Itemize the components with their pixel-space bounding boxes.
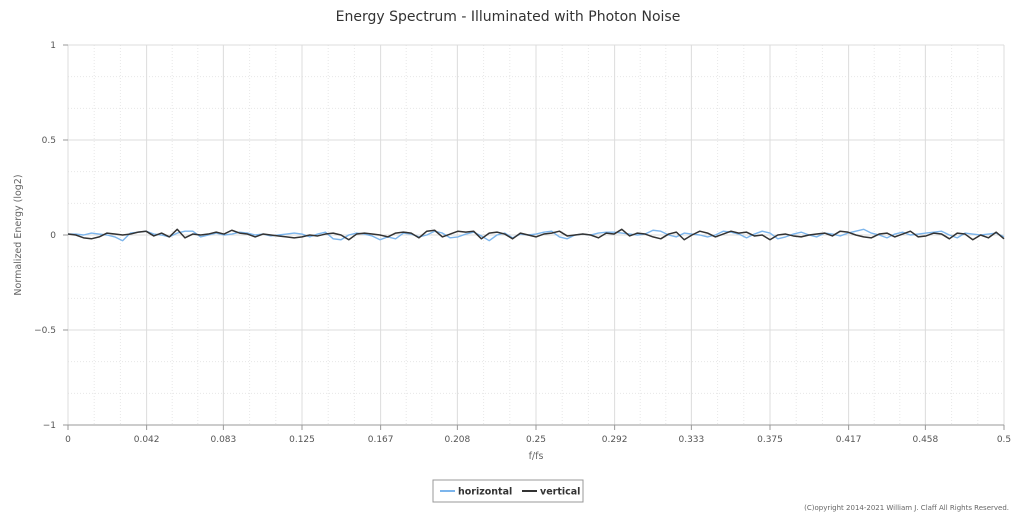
legend-item-horizontal[interactable]: horizontal (440, 487, 512, 498)
y-tick-label: 0.5 (42, 136, 56, 146)
x-tick-label: 0.125 (289, 435, 315, 445)
x-tick-label: 0.167 (368, 435, 394, 445)
x-tick-label: 0.292 (602, 435, 628, 445)
series-line-vertical[interactable] (67, 228, 1005, 241)
legend-item-vertical[interactable]: vertical (522, 487, 580, 498)
x-tick-label: 0.083 (210, 435, 236, 445)
x-tick-label: 0.208 (444, 435, 470, 445)
series-group (67, 228, 1005, 242)
x-axis-label: f/fs (529, 451, 544, 462)
y-axis-label: Normalized Energy (log2) (13, 174, 24, 295)
x-tick-label: 0.417 (836, 435, 862, 445)
y-tick-label: 1 (50, 41, 56, 51)
y-tick-label: 0 (50, 231, 56, 241)
copyright-credit: (C)opyright 2014-2021 William J. Claff A… (804, 504, 1009, 512)
legend-box (432, 479, 584, 503)
y-tick-label: −1 (43, 421, 56, 431)
x-tick-label: 0.458 (912, 435, 938, 445)
x-tick-label: 0.375 (757, 435, 783, 445)
x-tick-label: 0.25 (526, 435, 546, 445)
x-tick-label: 0.5 (997, 435, 1011, 445)
legend-label-vertical[interactable]: vertical (540, 487, 580, 498)
y-tick-label: −0.5 (34, 326, 56, 336)
series-line-horizontal[interactable] (68, 228, 1005, 242)
x-tick-label: 0.042 (134, 435, 160, 445)
legend: horizontal vertical (432, 479, 584, 503)
x-tick-label: 0 (65, 435, 71, 445)
legend-label-horizontal[interactable]: horizontal (458, 487, 512, 498)
axes: 0 0.042 0.083 0.125 0.167 0.208 0.25 0.292 0.333… (34, 41, 1011, 445)
chart-title: Energy Spectrum - Illuminated with Photo… (336, 9, 681, 25)
x-tick-label: 0.333 (678, 435, 704, 445)
